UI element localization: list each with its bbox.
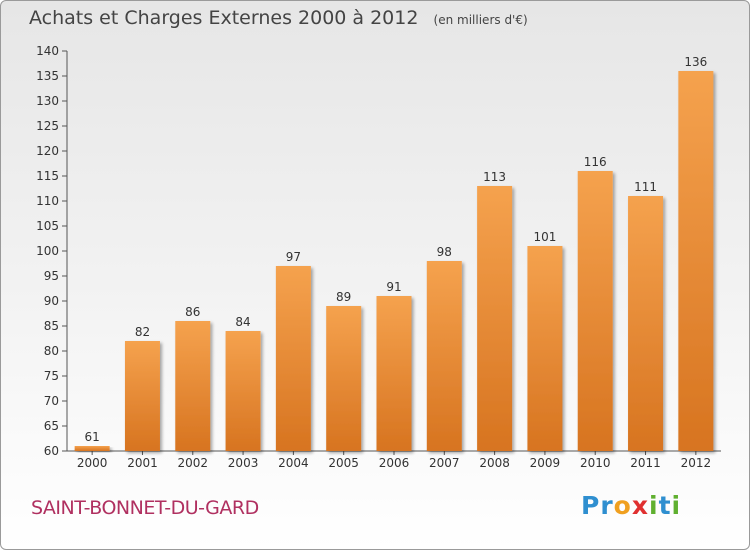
data-label-2006: 91 [386, 280, 401, 294]
logo-letter-6: i [671, 491, 682, 520]
data-labels: 61 82 86 84 97 89 91 98 113 101 116 111 136 [85, 55, 708, 444]
y-tick-label: 140 [36, 44, 59, 58]
bar-2009 [527, 246, 563, 451]
x-tick-label-2002: 2002 [177, 456, 208, 470]
data-label-2011: 111 [634, 180, 657, 194]
x-tick-label-2004: 2004 [278, 456, 309, 470]
y-tick-label: 100 [36, 244, 59, 258]
y-tick-label: 120 [36, 144, 59, 158]
data-label-2005: 89 [336, 290, 351, 304]
bar-2008 [477, 186, 513, 451]
title-unit: (en milliers d'€) [433, 13, 528, 27]
logo-letter-5: t [658, 491, 672, 520]
y-tick-label: 115 [36, 169, 59, 183]
bar-2011 [628, 196, 664, 451]
bar-2004 [275, 266, 311, 451]
y-tick-label: 70 [44, 394, 59, 408]
x-tick-label-2009: 2009 [530, 456, 561, 470]
commune-name: SAINT-BONNET-DU-GARD [31, 497, 259, 519]
x-tick-label-2006: 2006 [379, 456, 410, 470]
y-tick-label: 75 [44, 369, 59, 383]
x-tick-label-2011: 2011 [630, 456, 661, 470]
x-tick-label-2012: 2012 [681, 456, 712, 470]
data-label-2010: 116 [584, 155, 607, 169]
y-tick-label: 130 [36, 94, 59, 108]
logo-letter-3: x [631, 491, 649, 520]
proxiti-logo: Proxiti [581, 491, 681, 520]
bar-2006 [376, 296, 412, 451]
bar-2001 [124, 341, 160, 451]
x-tick-label-2007: 2007 [429, 456, 460, 470]
x-tick-label-2008: 2008 [479, 456, 510, 470]
y-tick-label: 125 [36, 119, 59, 133]
y-tick-label: 105 [36, 219, 59, 233]
x-tick-label-2005: 2005 [328, 456, 359, 470]
logo-letter-1: r [600, 491, 614, 520]
y-tick-label: 65 [44, 419, 59, 433]
x-tick-label-2010: 2010 [580, 456, 611, 470]
logo-letter-4: i [649, 491, 659, 520]
y-tick-label: 95 [44, 269, 59, 283]
data-label-2001: 82 [135, 325, 150, 339]
data-label-2008: 113 [483, 170, 506, 184]
y-tick-label: 80 [44, 344, 59, 358]
x-tick-label-2001: 2001 [127, 456, 158, 470]
chart-title: Achats et Charges Externes 2000 à 2012 (… [29, 7, 528, 29]
data-label-2002: 86 [185, 305, 200, 319]
logo-letter-0: P [581, 491, 601, 520]
y-tick-label: 60 [44, 444, 59, 458]
data-label-2009: 101 [533, 230, 556, 244]
bar-2003 [225, 331, 261, 451]
bar-2005 [326, 306, 362, 451]
y-tick-label: 135 [36, 69, 59, 83]
data-label-2003: 84 [235, 315, 250, 329]
logo-letter-2: o [613, 491, 632, 520]
bar-2007 [426, 261, 462, 451]
data-label-2000: 61 [85, 430, 100, 444]
bar-2012 [678, 71, 714, 451]
y-tick-label: 85 [44, 319, 59, 333]
title-main: Achats et Charges Externes 2000 à 2012 [29, 7, 419, 29]
data-label-2012: 136 [684, 55, 707, 69]
data-label-2004: 97 [286, 250, 301, 264]
bar-2000 [74, 446, 110, 451]
x-tick-label-2000: 2000 [77, 456, 108, 470]
data-label-2007: 98 [437, 245, 452, 259]
bar-2002 [175, 321, 211, 451]
bar-2010 [577, 171, 613, 451]
y-tick-label: 90 [44, 294, 59, 308]
y-tick-label: 110 [36, 194, 59, 208]
x-tick-label-2003: 2003 [228, 456, 259, 470]
bars [74, 71, 714, 451]
